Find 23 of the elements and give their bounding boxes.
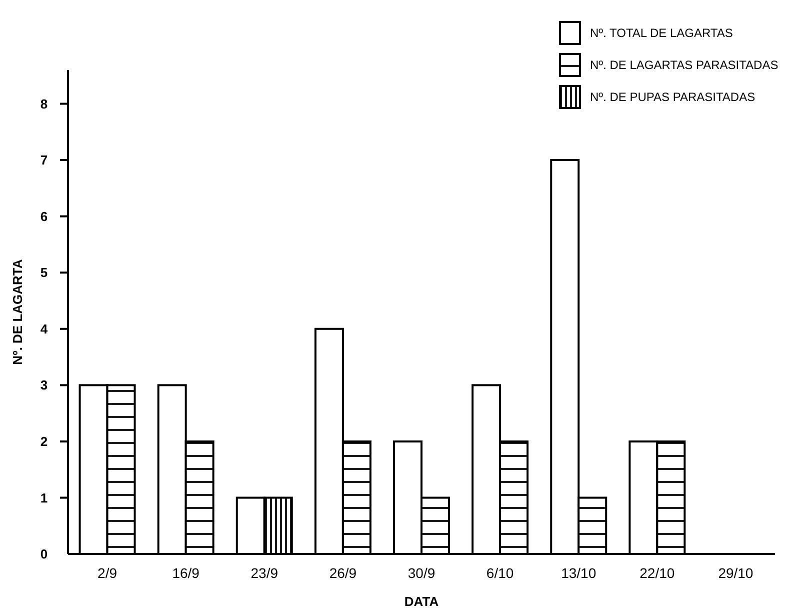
x-tick-label: 26/9	[329, 565, 357, 581]
x-tick-label: 23/9	[250, 565, 278, 581]
x-tick-label: 16/9	[172, 565, 200, 581]
x-tick-label: 30/9	[408, 565, 436, 581]
y-tick-label: 5	[40, 265, 48, 280]
y-tick-label: 7	[40, 152, 48, 168]
y-tick-label: 8	[40, 96, 48, 112]
x-tick-label: 6/10	[486, 565, 514, 581]
y-tick-label: 1	[40, 490, 48, 506]
legend-label: Nº. TOTAL DE LAGARTAS	[590, 26, 733, 40]
y-axis-title: Nº. DE LAGARTA	[10, 258, 25, 365]
legend-label: Nº. DE PUPAS PARASITADAS	[590, 90, 756, 104]
y-tick-label: 2	[40, 434, 48, 449]
y-tick-label: 0	[40, 546, 48, 562]
x-tick-label: 13/10	[561, 565, 596, 581]
x-tick-label: 22/10	[640, 565, 675, 581]
y-tick-label: 6	[40, 208, 48, 224]
x-tick-label: 2/9	[98, 565, 118, 581]
x-axis-title: DATA	[404, 594, 440, 609]
y-tick-label: 3	[40, 378, 48, 393]
x-tick-label: 29/10	[718, 565, 754, 581]
legend-label: Nº. DE LAGARTAS PARASITADAS	[590, 58, 778, 72]
y-tick-label: 4	[40, 321, 48, 336]
